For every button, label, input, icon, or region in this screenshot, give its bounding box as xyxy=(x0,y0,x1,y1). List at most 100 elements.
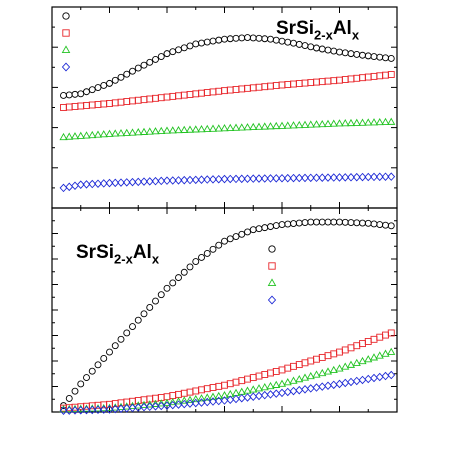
data-point xyxy=(353,219,361,227)
data-point xyxy=(364,355,373,363)
data-point xyxy=(387,222,395,230)
data-point xyxy=(289,121,298,129)
data-point xyxy=(249,122,258,131)
data-point xyxy=(226,123,235,132)
data-point xyxy=(318,45,326,53)
data-point xyxy=(336,48,343,56)
data-point xyxy=(267,369,274,377)
data-point xyxy=(249,174,258,183)
data-point xyxy=(244,375,251,383)
data-point xyxy=(370,220,378,228)
data-point xyxy=(295,40,303,48)
data-point xyxy=(278,221,286,229)
data-point xyxy=(283,387,292,397)
data-point xyxy=(175,46,182,54)
data-point xyxy=(191,398,200,408)
data-point xyxy=(347,75,355,83)
data-point xyxy=(232,34,240,42)
data-point xyxy=(358,356,367,365)
data-point xyxy=(139,400,149,408)
data-point xyxy=(169,48,177,56)
data-point xyxy=(370,373,378,383)
data-point xyxy=(99,130,108,138)
data-point xyxy=(65,406,74,415)
data-point xyxy=(88,405,97,415)
data-point xyxy=(152,94,159,102)
data-point xyxy=(220,396,229,405)
data-point xyxy=(140,61,148,69)
data-point xyxy=(198,39,205,47)
data-point xyxy=(243,123,252,131)
data-point xyxy=(59,132,68,141)
data-point xyxy=(71,406,79,415)
data-point xyxy=(163,93,171,101)
data-point xyxy=(175,92,182,100)
data-point xyxy=(295,361,303,369)
data-point xyxy=(168,176,177,185)
series-diamond xyxy=(59,370,396,415)
data-point xyxy=(169,92,177,100)
data-point xyxy=(272,389,281,398)
data-point xyxy=(313,355,320,363)
data-point xyxy=(324,352,332,360)
data-point xyxy=(186,175,194,185)
data-point xyxy=(116,129,126,137)
data-point xyxy=(111,129,120,137)
data-point xyxy=(151,176,160,186)
data-point xyxy=(215,241,223,249)
data-point xyxy=(266,381,275,390)
data-point xyxy=(375,117,384,126)
data-point xyxy=(174,125,183,134)
data-point xyxy=(272,222,280,230)
data-point xyxy=(145,127,154,135)
data-point xyxy=(117,98,125,106)
data-point xyxy=(255,225,263,233)
legend-marker xyxy=(62,29,70,37)
data-point xyxy=(221,237,228,245)
data-point xyxy=(203,393,212,401)
data-point xyxy=(94,405,102,415)
data-point xyxy=(364,374,373,384)
data-point xyxy=(307,79,315,87)
data-point xyxy=(278,366,286,374)
data-point xyxy=(106,348,113,356)
data-point xyxy=(261,224,269,232)
data-point xyxy=(382,71,389,79)
data-point xyxy=(301,219,309,226)
data-point xyxy=(364,219,372,227)
data-point xyxy=(209,37,217,45)
data-point xyxy=(192,258,200,265)
data-point xyxy=(88,179,97,189)
data-point xyxy=(151,127,160,135)
data-point xyxy=(364,52,372,60)
data-point xyxy=(214,174,223,184)
data-point xyxy=(272,82,280,90)
data-point xyxy=(134,64,142,72)
data-point xyxy=(318,78,326,86)
data-point xyxy=(221,381,228,389)
data-point xyxy=(140,177,148,186)
data-point xyxy=(272,368,280,375)
data-point xyxy=(289,173,298,183)
data-point xyxy=(323,367,333,375)
data-point xyxy=(244,34,251,42)
data-point xyxy=(117,73,125,81)
data-point xyxy=(71,181,79,191)
data-point xyxy=(162,398,172,406)
data-point xyxy=(209,384,217,391)
data-point xyxy=(77,380,85,388)
formula-main: Al xyxy=(133,242,152,263)
data-point xyxy=(163,284,171,292)
data-point xyxy=(214,391,223,400)
data-point xyxy=(244,228,251,236)
data-point xyxy=(387,117,396,125)
data-point xyxy=(157,291,165,299)
data-point xyxy=(145,402,154,412)
data-point xyxy=(60,91,67,99)
data-point xyxy=(335,119,344,127)
data-point xyxy=(336,218,343,226)
legend-marker xyxy=(61,45,71,54)
data-point xyxy=(221,35,228,43)
data-point xyxy=(163,176,171,185)
